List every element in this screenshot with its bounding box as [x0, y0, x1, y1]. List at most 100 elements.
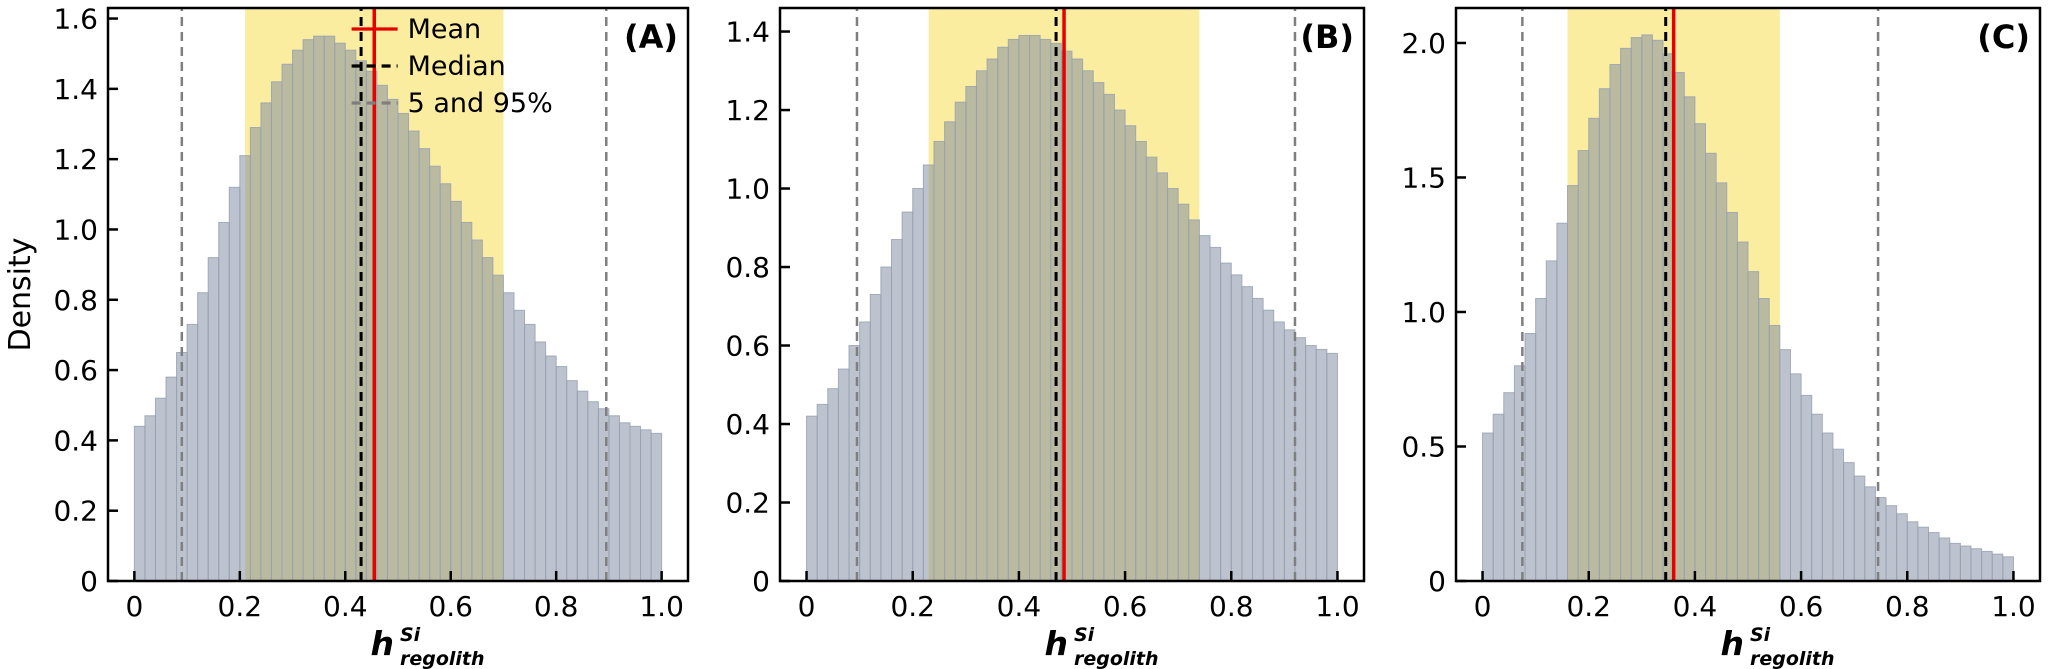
histogram-bar — [481, 257, 494, 582]
histogram-bar — [1071, 58, 1084, 582]
histogram-bar — [524, 323, 536, 582]
x-axis-tick-label: 0 — [125, 590, 143, 623]
histogram-bar — [1630, 37, 1643, 582]
histogram-bar — [1843, 462, 1855, 582]
histogram-bar — [408, 130, 420, 582]
histogram-bar — [890, 239, 903, 582]
histogram-bar — [429, 165, 441, 582]
histogram-bar — [1082, 70, 1094, 582]
x-axis-tick-label: 0.8 — [1209, 590, 1254, 623]
y-axis-tick-label: 1.0 — [725, 173, 770, 206]
histogram-bar — [545, 355, 557, 582]
legend-item-label: 5 and 95% — [408, 88, 553, 119]
histogram-bar — [827, 388, 839, 582]
y-axis-tick-label: 0 — [1428, 565, 1446, 598]
histogram-bar — [1789, 373, 1802, 582]
histogram-bar — [1641, 34, 1653, 582]
histogram-bar — [1209, 246, 1222, 582]
histogram-bar — [502, 292, 515, 582]
x-axis-tick-label: 1.0 — [1991, 590, 2036, 623]
histogram-bar — [344, 49, 357, 582]
x-axis-tick-label: 0.2 — [1566, 590, 1611, 623]
histogram-bar — [1609, 63, 1622, 582]
histogram-bar — [1928, 532, 1940, 582]
histogram-bar — [281, 63, 294, 582]
histogram-bar — [555, 366, 568, 582]
histogram-bar — [975, 70, 988, 582]
histogram-bar — [1705, 152, 1717, 582]
histogram-bar — [1113, 109, 1126, 582]
histogram-bar — [608, 415, 620, 582]
histogram-bar — [922, 164, 935, 582]
histogram-bar — [1305, 345, 1317, 582]
histogram-bar — [1811, 413, 1823, 582]
histogram-bar — [816, 403, 829, 582]
histogram-bar — [207, 257, 220, 582]
y-axis-tick-label: 1.0 — [53, 213, 98, 246]
histogram-bar — [1651, 39, 1664, 582]
histogram-bar — [837, 368, 850, 582]
histogram-bar — [1715, 182, 1728, 582]
histogram-bar — [1252, 297, 1264, 582]
histogram-bar — [1885, 505, 1898, 582]
histogram-bar — [901, 211, 914, 582]
histogram-bar — [323, 35, 336, 582]
y-axis-tick-label: 0 — [80, 565, 98, 598]
x-axis-tick-label: 0.2 — [890, 590, 935, 623]
x-axis-label-superscript: Si — [1750, 624, 1771, 646]
histogram-bar — [292, 49, 304, 582]
histogram-bar — [197, 292, 209, 582]
histogram-bar — [1683, 96, 1696, 582]
x-axis-tick-label: 0.4 — [997, 590, 1042, 623]
histogram-bar — [492, 274, 504, 582]
histogram-bar — [1188, 219, 1200, 582]
histogram-bar — [1906, 521, 1919, 582]
histogram-bar — [986, 58, 999, 582]
histogram-bar — [1007, 38, 1020, 582]
histogram-bar — [1938, 537, 1951, 582]
x-axis-tick-label: 0.6 — [1103, 590, 1148, 623]
histogram-bar — [1959, 545, 1972, 582]
histogram-bar — [1018, 34, 1031, 582]
histogram-bar — [1779, 349, 1791, 582]
histogram-bar — [218, 221, 230, 582]
histogram-bar — [1768, 324, 1781, 582]
histogram-bar — [1177, 203, 1190, 582]
histogram-bar — [1241, 286, 1254, 582]
panel-letter-label: (B) — [1300, 18, 1354, 56]
y-axis-tick-label: 0.8 — [725, 251, 770, 284]
histogram-bar — [1832, 448, 1845, 582]
histogram-bar — [1156, 172, 1169, 582]
histogram-bar — [249, 127, 262, 582]
histogram-bar — [260, 102, 272, 582]
legend-item-label: Mean — [408, 14, 482, 45]
histogram-bar — [1896, 513, 1908, 582]
histogram-bar — [1917, 526, 1930, 582]
histogram-bar — [313, 35, 325, 582]
histogram-bar — [460, 221, 473, 582]
histogram-bar — [618, 422, 631, 582]
y-axis-tick-label: 1.0 — [1401, 296, 1446, 329]
x-axis-label-subscript: regolith — [1074, 648, 1159, 669]
x-axis-tick-label: 0.6 — [428, 590, 473, 623]
x-axis-tick-label: 1.0 — [639, 590, 684, 623]
x-axis-tick-label: 0.8 — [1885, 590, 1930, 623]
histogram-bar — [1092, 82, 1105, 582]
axes-frame — [778, 6, 1366, 583]
histogram-bar — [1970, 548, 1983, 582]
histogram-bar — [650, 432, 663, 582]
histogram-bar — [1821, 432, 1834, 582]
histogram-bar — [566, 380, 578, 582]
histogram-bar — [1758, 298, 1770, 582]
y-axis-tick-label: 0.2 — [725, 487, 770, 520]
histogram-bar — [1535, 298, 1547, 582]
x-axis-tick-label: 1.0 — [1315, 590, 1360, 623]
histogram-bar — [1230, 274, 1243, 582]
histogram-bar — [376, 84, 388, 582]
histogram-bar — [1577, 150, 1590, 582]
x-axis-tick-label: 0 — [1474, 590, 1492, 623]
histogram-bar — [954, 101, 967, 582]
histogram-bar — [859, 321, 871, 582]
x-axis-label-superscript: Si — [1074, 624, 1095, 646]
